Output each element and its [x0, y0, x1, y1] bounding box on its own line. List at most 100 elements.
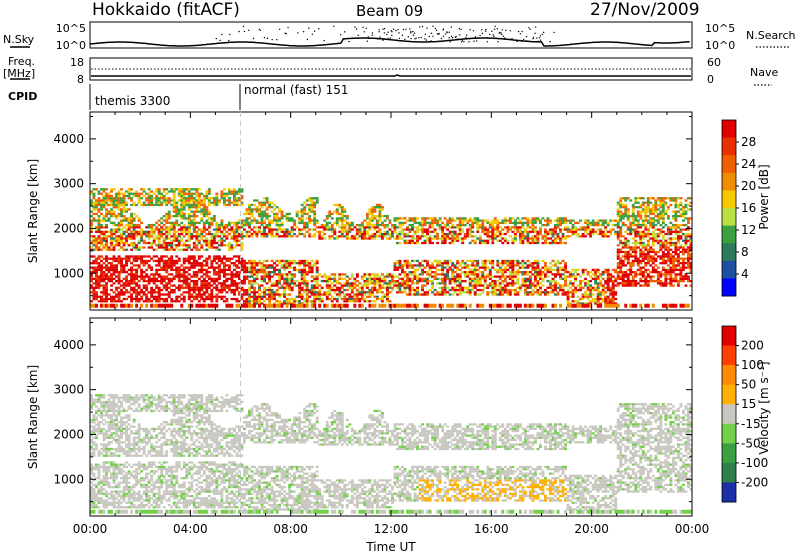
range-cell: [506, 288, 510, 292]
range-cell: [536, 262, 540, 265]
range-cell: [298, 232, 302, 236]
range-cell: [215, 295, 219, 298]
range-cell: [182, 268, 186, 272]
range-cell: [305, 302, 309, 305]
range-cell: [265, 264, 269, 267]
range-cell: [253, 217, 256, 220]
range-cell: [300, 277, 304, 280]
range-cell: [120, 192, 124, 195]
range-cell: [426, 221, 430, 224]
range-cell: [456, 288, 460, 292]
range-cell: [288, 302, 292, 305]
range-cell: [513, 239, 517, 242]
range-cell: [162, 297, 166, 301]
range-cell: [468, 271, 472, 274]
range-cell: [456, 284, 460, 287]
range-cell: [145, 293, 149, 296]
range-cell: [270, 303, 274, 308]
range-cell: [180, 212, 184, 216]
range-cell: [167, 215, 171, 218]
range-cell: [120, 239, 124, 242]
n-search-point: [446, 31, 448, 34]
range-cell: [197, 264, 201, 267]
range-cell: [313, 302, 317, 305]
range-cell: [137, 192, 141, 195]
range-cell: [586, 286, 590, 289]
range-cell: [566, 297, 570, 301]
range-cell: [496, 279, 500, 283]
range-cell: [365, 215, 369, 218]
range-cell: [353, 297, 357, 301]
range-cell: [556, 241, 560, 245]
range-cell: [508, 264, 512, 267]
range-cell: [290, 282, 294, 285]
range-cell: [385, 215, 389, 218]
range-cell: [481, 288, 485, 292]
range-cell: [187, 212, 191, 216]
range-cell: [353, 282, 357, 285]
range-cell: [426, 228, 430, 231]
range-cell: [538, 221, 542, 224]
range-cell: [162, 284, 166, 287]
range-cell: [596, 302, 600, 305]
range-cell: [253, 230, 256, 233]
range-cell: [175, 188, 179, 191]
range-cell: [413, 264, 417, 267]
range-cell: [150, 194, 154, 198]
range-cell: [521, 264, 525, 267]
range-cell: [185, 277, 189, 280]
range-cell: [528, 226, 532, 229]
range-cell: [428, 221, 432, 224]
range-cell: [308, 262, 312, 265]
range-cell: [503, 288, 507, 292]
range-cell: [195, 244, 199, 247]
range-cell: [105, 282, 108, 285]
range-cell: [195, 295, 199, 298]
range-cell: [265, 235, 269, 238]
range-cell: [298, 228, 302, 231]
range-cell: [511, 262, 515, 265]
range-cell: [373, 286, 377, 289]
range-cell: [222, 194, 226, 198]
range-cell: [391, 282, 394, 285]
range-cell: [606, 286, 610, 289]
range-cell: [363, 297, 367, 301]
range-cell: [192, 203, 196, 207]
range-cell: [338, 293, 342, 296]
range-cell: [283, 302, 287, 305]
range-cell: [200, 212, 204, 216]
range-cell: [433, 219, 437, 222]
range-cell: [569, 221, 572, 224]
range-cell: [222, 226, 226, 229]
range-cell: [157, 246, 161, 249]
range-cell: [137, 264, 141, 267]
range-cell: [190, 300, 194, 303]
range-cell: [207, 286, 211, 289]
range-cell: [240, 237, 244, 240]
range-cell: [222, 273, 226, 276]
range-cell: [152, 273, 156, 276]
range-cell: [222, 262, 226, 265]
range-cell: [300, 208, 304, 211]
range-cell: [476, 237, 480, 240]
range-cell: [586, 293, 590, 296]
range-cell: [205, 273, 209, 276]
range-cell: [616, 255, 620, 258]
range-cell: [155, 221, 159, 224]
range-cell: [616, 232, 620, 236]
range-cell: [373, 300, 377, 303]
range-cell: [446, 232, 450, 236]
range-cell: [370, 212, 374, 216]
range-cell: [338, 295, 342, 298]
range-cell: [117, 248, 121, 251]
range-cell: [373, 235, 377, 238]
range-cell: [260, 210, 264, 213]
range-cell: [584, 295, 588, 298]
range-cell: [579, 282, 583, 285]
range-cell: [481, 264, 485, 267]
range-cell: [416, 259, 419, 263]
range-cell: [235, 221, 239, 224]
range-cell: [323, 219, 327, 222]
range-cell: [614, 223, 618, 227]
range-cell: [589, 279, 593, 283]
